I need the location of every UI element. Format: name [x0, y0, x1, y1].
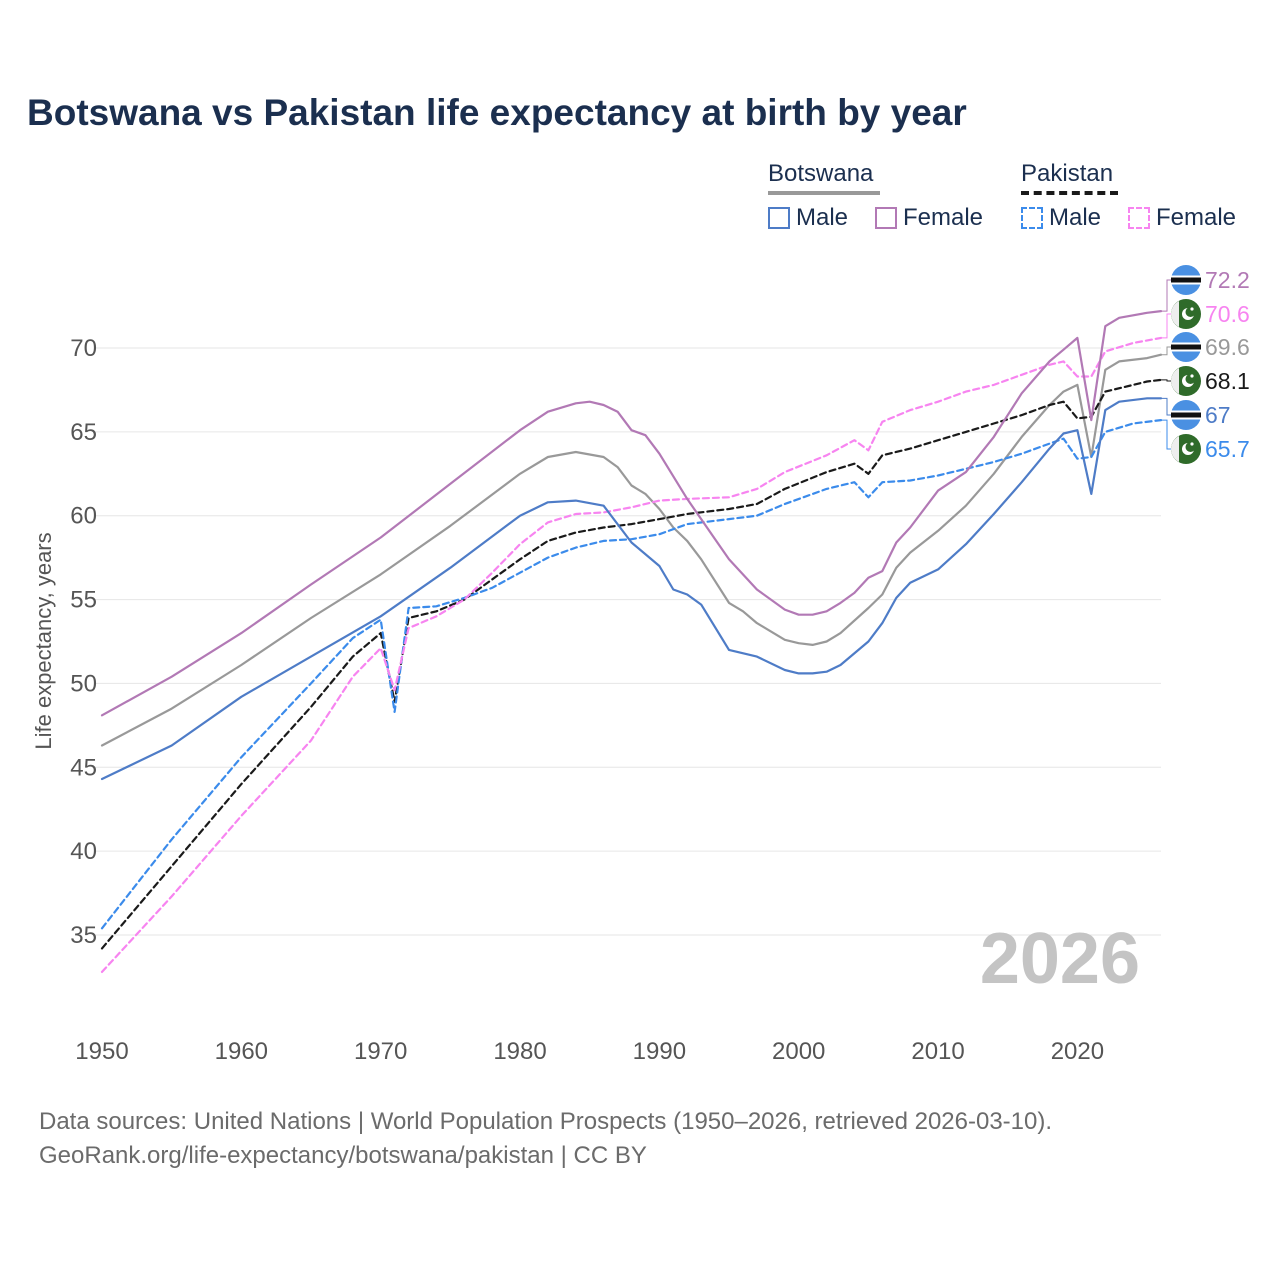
y-tick-label: 70: [70, 335, 97, 362]
pakistan-flag-icon: [1171, 299, 1201, 329]
series-line-botswana-male[interactable]: [100, 397, 1163, 781]
grid-lines: [95, 347, 1161, 936]
x-tick-label: 1960: [215, 1038, 268, 1065]
end-label-value: 70.6: [1205, 301, 1250, 327]
end-label-value: 69.6: [1205, 334, 1250, 360]
botswana-flag-icon: [1171, 265, 1201, 295]
legend-item-pakistan-male[interactable]: Male: [1021, 204, 1101, 232]
source-line-1: Data sources: United Nations | World Pop…: [39, 1108, 1053, 1135]
x-tick-label: 1980: [493, 1038, 546, 1065]
y-tick-label: 60: [70, 503, 97, 530]
pakistan-flag-icon: [1171, 434, 1201, 464]
end-label-connector: [1161, 419, 1172, 450]
legend-swatch-botswana-female: [875, 207, 897, 229]
botswana-flag-icon: [1171, 332, 1201, 362]
series-line-botswana-total[interactable]: [100, 353, 1163, 747]
end-label-value: 67: [1205, 402, 1231, 428]
y-tick-label: 55: [70, 587, 97, 614]
x-tick-label: 1990: [633, 1038, 686, 1065]
legend-item-pakistan-female[interactable]: Female: [1128, 204, 1236, 232]
end-label-connector: [1161, 313, 1172, 339]
series-line-pakistan-female[interactable]: [100, 336, 1163, 973]
end-labels: 72.2 70.6 69.6 68.1 67 65.7: [1161, 265, 1250, 464]
legend-line-pakistan: [1021, 191, 1118, 195]
legend-swatch-botswana-male: [768, 207, 790, 229]
legend-item-botswana-male[interactable]: Male: [768, 204, 848, 232]
legend-label-pakistan-female: Female: [1156, 204, 1237, 231]
x-tick-label: 2000: [772, 1038, 825, 1065]
y-tick-label: 45: [70, 754, 97, 781]
y-axis-label: Life expectancy, years: [31, 532, 56, 749]
legend-item-botswana-female[interactable]: Female: [875, 204, 983, 232]
end-label-connector: [1161, 279, 1172, 312]
legend-line-botswana: [768, 191, 880, 195]
source-note: Data sources: United Nations | World Pop…: [39, 1105, 1052, 1173]
series-line-botswana-female[interactable]: [100, 310, 1163, 717]
y-tick-label: 65: [70, 419, 97, 446]
y-tick-label: 50: [70, 670, 97, 697]
pakistan-flag-icon: [1171, 366, 1201, 396]
legend-pakistan: Pakistan Male Female: [1021, 160, 1261, 240]
end-label-connector: [1161, 346, 1172, 356]
end-label-value: 68.1: [1205, 368, 1250, 394]
axes: 35 40 45 50 55 60 65 70 1950 1960 1970 1980 1990 2000…: [70, 335, 1104, 1065]
x-tick-label: 1970: [354, 1038, 407, 1065]
year-watermark: 2026: [980, 919, 1140, 999]
legend-botswana: Botswana Male Female: [768, 160, 1008, 240]
x-tick-label: 2010: [911, 1038, 964, 1065]
y-tick-label: 35: [70, 922, 97, 949]
y-tick-label: 40: [70, 838, 97, 865]
botswana-flag-icon: [1171, 400, 1201, 430]
legend-group-title-botswana: Botswana: [768, 160, 874, 187]
end-label-connector: [1161, 379, 1172, 382]
end-label-value: 72.2: [1205, 267, 1250, 293]
end-label-connector: [1161, 397, 1172, 416]
source-line-2: GeoRank.org/life-expectancy/botswana/pak…: [39, 1142, 647, 1169]
series-lines: [100, 310, 1163, 973]
legend-label-pakistan-male: Male: [1049, 204, 1102, 231]
legend-swatch-pakistan-female: [1128, 207, 1150, 229]
series-line-pakistan-total[interactable]: [100, 378, 1163, 950]
x-tick-label: 1950: [75, 1038, 128, 1065]
x-tick-label: 2020: [1051, 1038, 1104, 1065]
end-label-value: 65.7: [1205, 436, 1250, 462]
series-line-pakistan-male[interactable]: [100, 419, 1163, 930]
legend-swatch-pakistan-male: [1021, 207, 1043, 229]
legend-label-botswana-female: Female: [903, 204, 984, 231]
legend-label-botswana-male: Male: [796, 204, 849, 231]
legend-group-title-pakistan: Pakistan: [1021, 160, 1114, 187]
chart-title: Botswana vs Pakistan life expectancy at …: [27, 92, 967, 133]
